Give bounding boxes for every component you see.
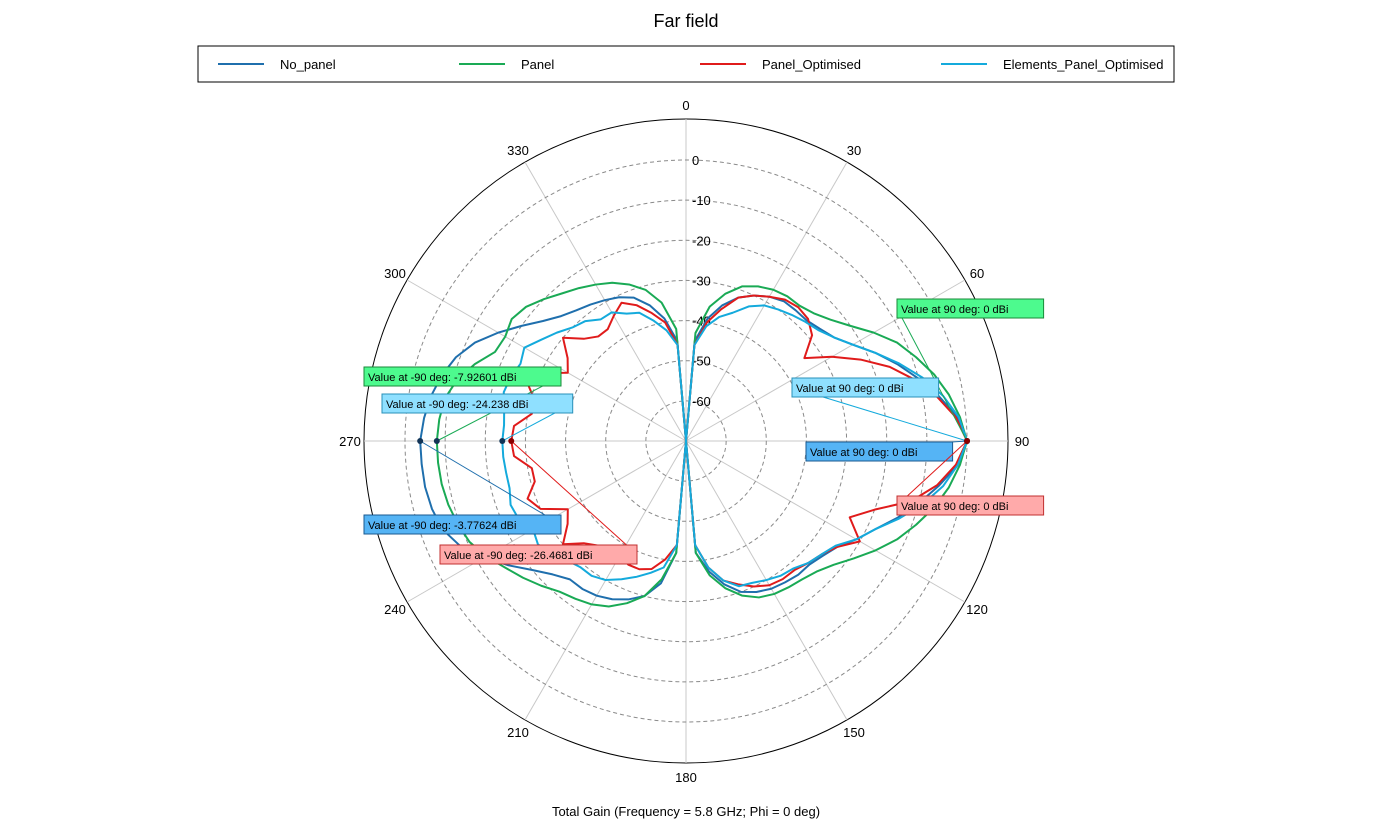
- angle-tick-label: 300: [384, 266, 406, 281]
- annotation-label: Value at 90 deg: 0 dBi: [901, 501, 1008, 513]
- annotation-label: Value at -90 deg: -7.92601 dBi: [368, 372, 516, 384]
- annotation-box: [896, 495, 1045, 516]
- radial-ring: [565, 320, 807, 562]
- legend-label-elements_panel_optimised: Elements_Panel_Optimised: [1003, 57, 1163, 72]
- radial-ring: [484, 239, 888, 643]
- annotation-marker: [508, 438, 515, 444]
- angle-tick-label: 330: [507, 143, 529, 158]
- legend-frame: [197, 45, 1175, 83]
- angle-tick-label: 270: [339, 434, 361, 449]
- annotation-leader: [510, 440, 638, 555]
- series-line-elements_panel_optimised: [501, 304, 968, 588]
- radial-tick-label: 0: [692, 153, 699, 168]
- annotation-label: Value at 90 deg: 0 dBi: [796, 383, 903, 395]
- annotation-layer: Value at 90 deg: 0 dBi Value at 90 deg: 0…: [363, 298, 1045, 565]
- radial-ring: [645, 400, 727, 482]
- radial-tick-label: -10: [692, 193, 711, 208]
- annotation-box: [896, 298, 1045, 319]
- legend-label-panel: Panel: [521, 57, 554, 72]
- annotation-box: [791, 377, 940, 398]
- annotation-marker: [964, 438, 970, 444]
- annotation-leader: [896, 308, 968, 442]
- angle-tick-label: 180: [675, 770, 697, 785]
- radial-tick-label: -50: [692, 354, 711, 369]
- chart-title: Far field: [653, 11, 718, 31]
- radial-tick-label: -60: [692, 394, 711, 409]
- annotation-marker: [499, 438, 506, 444]
- angle-tick-label: 210: [507, 725, 529, 740]
- angle-tick-label: 30: [847, 143, 861, 158]
- annotation-label: Value at -90 deg: -3.77624 dBi: [368, 520, 516, 532]
- angle-tick-label: 240: [384, 602, 406, 617]
- annotation-label: Value at -90 deg: -24.238 dBi: [386, 399, 528, 411]
- legend: No_panel Panel Panel_Optimised Elements_Pan…: [197, 45, 1175, 83]
- angle-tick-label: 120: [966, 602, 988, 617]
- legend-label-no_panel: No_panel: [280, 57, 336, 72]
- radial-ring: [444, 199, 928, 683]
- annotation-marker: [433, 438, 440, 444]
- radial-tick-label: -20: [692, 233, 711, 248]
- radial-ring: [605, 360, 767, 522]
- annotation-leader: [896, 440, 968, 506]
- annotation-label: Value at 90 deg: 0 dBi: [810, 447, 917, 459]
- radial-tick-label: -30: [692, 273, 711, 288]
- legend-label-panel_optimised: Panel_Optimised: [762, 57, 861, 72]
- annotation-leader: [419, 440, 562, 525]
- annotation-box: [439, 544, 638, 565]
- annotation-box: [363, 514, 562, 535]
- angle-tick-label: 0: [682, 98, 689, 113]
- annotation-label: Value at -90 deg: -26.4681 dBi: [444, 550, 592, 562]
- annotation-label: Value at 90 deg: 0 dBi: [901, 304, 1008, 316]
- angle-tick-label: 150: [843, 725, 865, 740]
- annotation-marker: [417, 438, 424, 444]
- series-layer: [419, 281, 968, 608]
- angle-tick-label: 90: [1015, 434, 1029, 449]
- annotation-box: [805, 441, 954, 462]
- chart-subtitle: Total Gain (Frequency = 5.8 GHz; Phi = 0…: [552, 804, 820, 819]
- radial-ring: [524, 279, 848, 603]
- annotation-box: [381, 393, 574, 414]
- annotation-box: [363, 366, 562, 387]
- angle-tick-label: 60: [970, 266, 984, 281]
